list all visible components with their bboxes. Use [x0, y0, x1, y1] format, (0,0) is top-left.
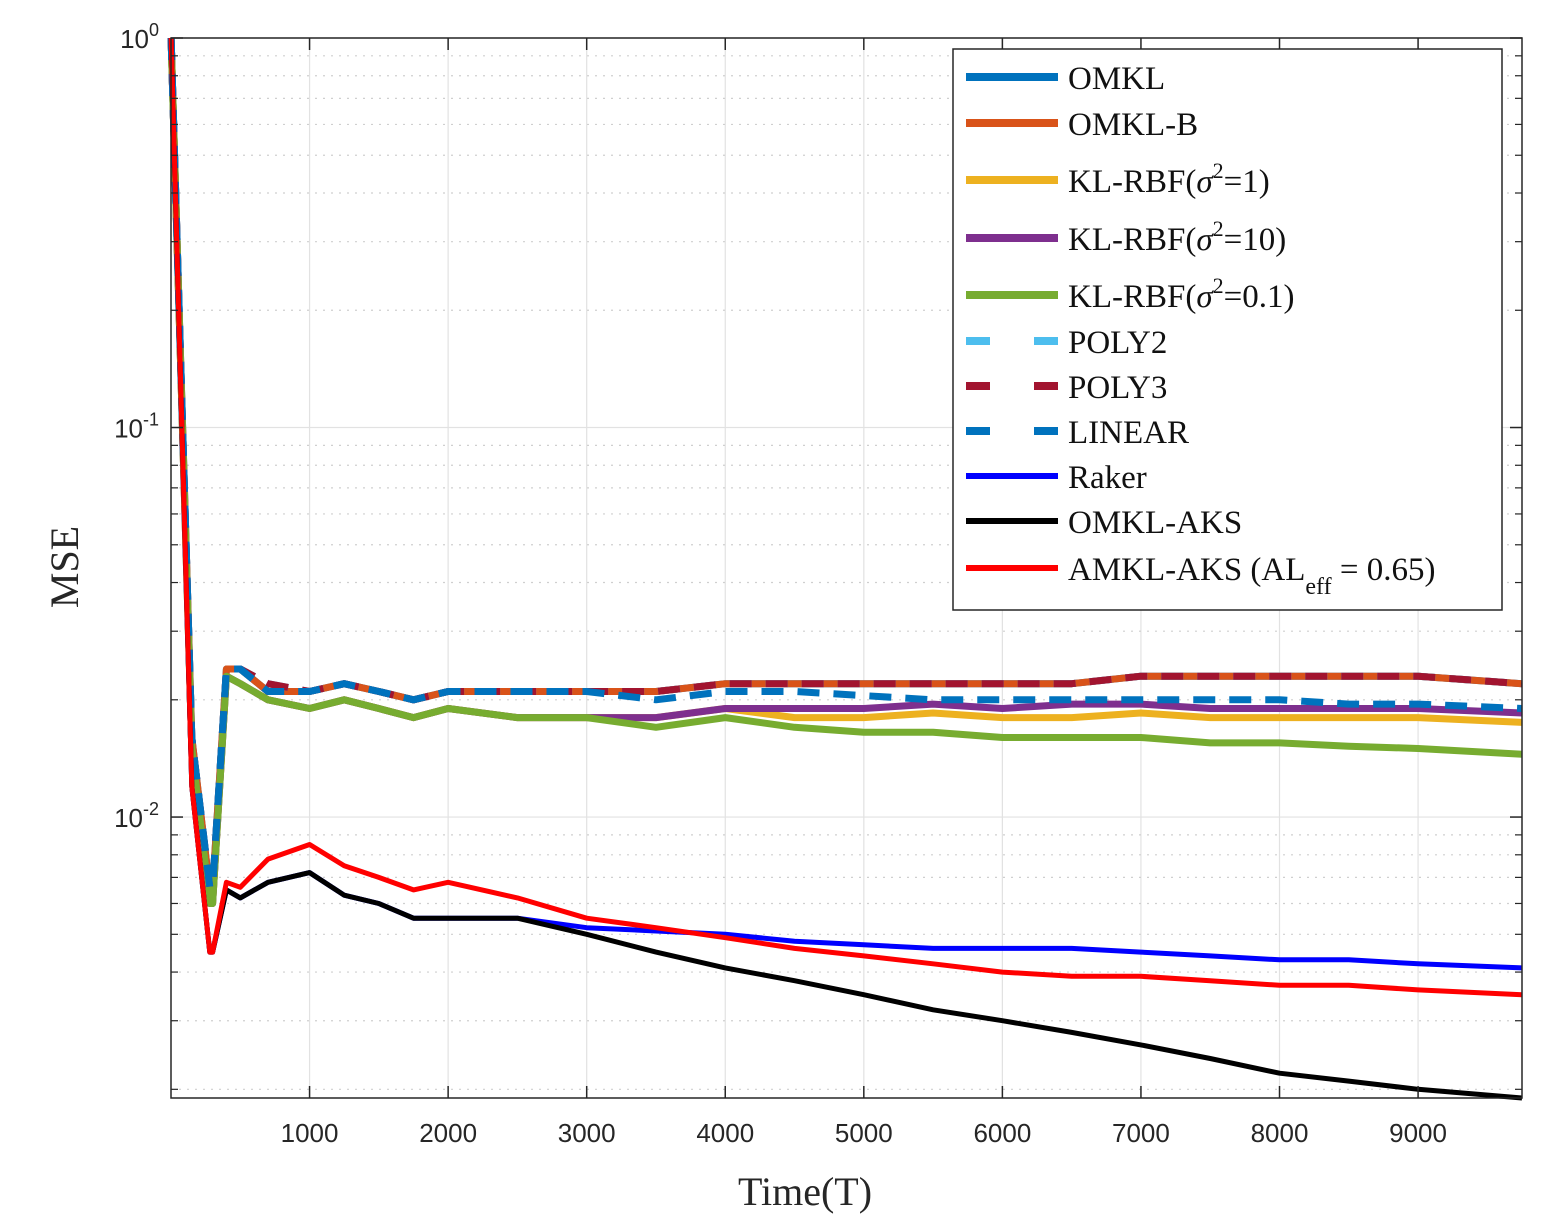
series-line-omkl-aks	[168, 37, 1523, 1101]
x-tick-label: 6000	[973, 1118, 1031, 1148]
y-tick-label: 100	[120, 20, 159, 54]
x-tick-label: 9000	[1389, 1118, 1447, 1148]
x-tick-label: 4000	[696, 1118, 754, 1148]
legend-label: Raker	[1068, 460, 1147, 496]
y-tick-label: 10-2	[114, 799, 159, 833]
legend-label: POLY3	[1068, 370, 1167, 406]
legend: OMKL OMKL-B KL-RBF(σ2=1) KL-RBF(σ2=10) KL-RB…	[952, 48, 1503, 611]
legend-label: OMKL-B	[1068, 107, 1198, 143]
legend-label: POLY2	[1068, 325, 1167, 361]
x-tick-label: 7000	[1112, 1118, 1170, 1148]
legend-label: OMKL-AKS	[1068, 505, 1242, 541]
x-tick-label: 3000	[558, 1118, 616, 1148]
series-line-kl-rbf-0-1	[167, 37, 1523, 907]
series-lines	[167, 37, 1523, 1101]
x-tick-label: 5000	[835, 1118, 893, 1148]
axis-ticks: 1000 2000 3000 4000 5000 6000 7000 8000 9000 100 1…	[114, 20, 1522, 1148]
x-tick-label: 2000	[419, 1118, 477, 1148]
legend-label: AMKL-AKS (ALeff = 0.65)	[1068, 552, 1435, 600]
legend-label: LINEAR	[1068, 415, 1189, 451]
x-axis-label: Time(T)	[738, 1169, 872, 1214]
legend-box	[952, 48, 1503, 611]
x-tick-label: 8000	[1251, 1118, 1309, 1148]
legend-label: KL-RBF(σ2=0.1)	[1068, 273, 1294, 315]
series-line-linear	[167, 37, 1523, 891]
legend-label: KL-RBF(σ2=1)	[1068, 158, 1270, 200]
plot-frame	[170, 37, 1523, 1099]
x-tick-label: 1000	[281, 1118, 339, 1148]
y-tick-label: 10-1	[114, 410, 159, 444]
series-line-amkl-aks-al-eff-0-65	[168, 37, 1523, 998]
legend-label: KL-RBF(σ2=10)	[1068, 216, 1286, 258]
y-axis-label: MSE	[42, 526, 87, 608]
legend-label: OMKL	[1068, 61, 1165, 97]
